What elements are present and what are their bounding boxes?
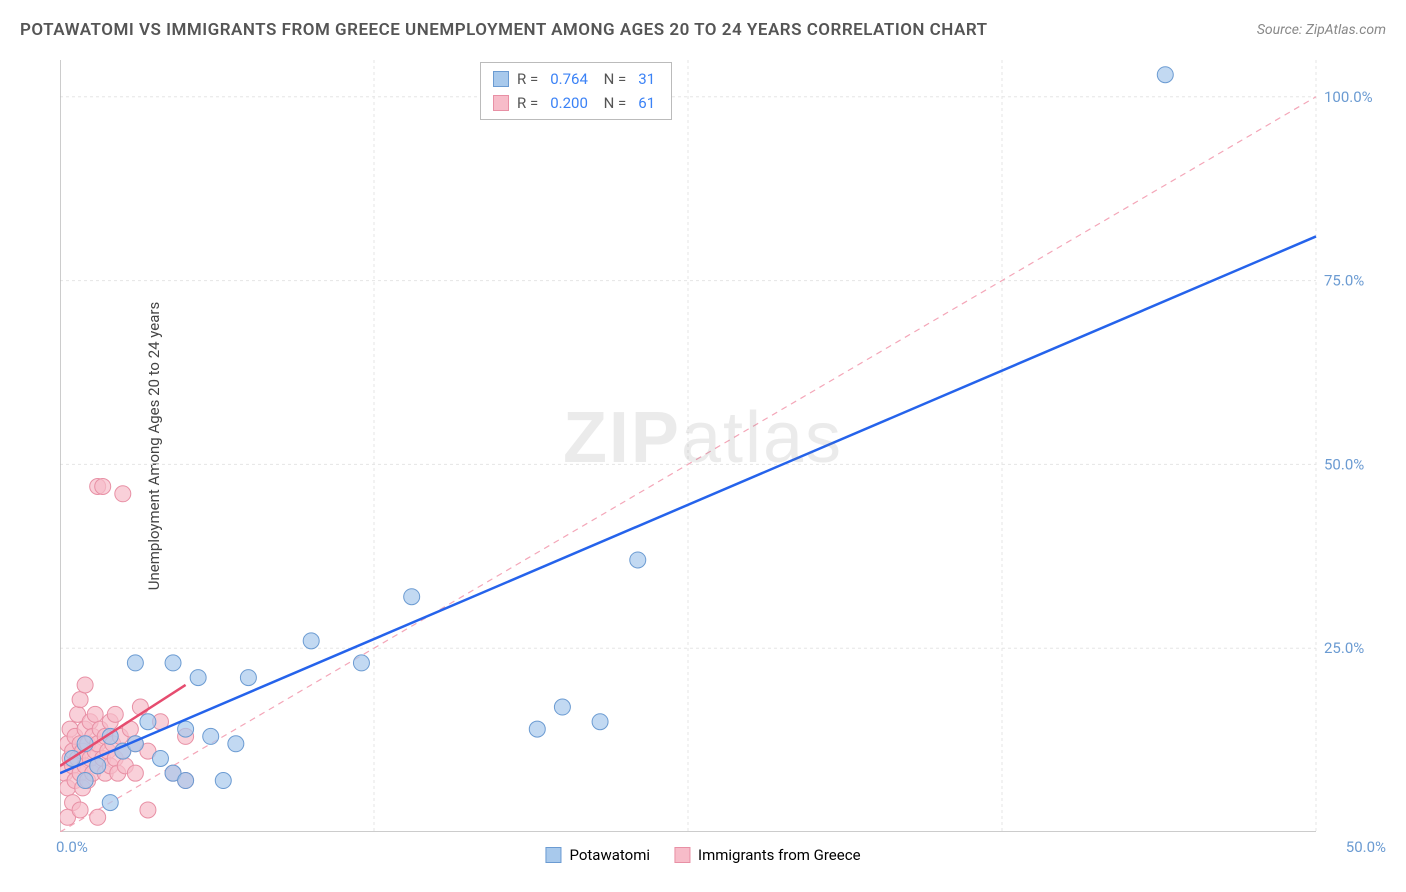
chart-title: POTAWATOMI VS IMMIGRANTS FROM GREECE UNE… bbox=[20, 20, 988, 40]
legend-label-0: Potawatomi bbox=[569, 846, 650, 864]
svg-text:75.0%: 75.0% bbox=[1324, 272, 1364, 290]
legend-swatch-1 bbox=[493, 95, 509, 111]
legend-r-1: 0.200 bbox=[550, 91, 588, 115]
legend-row-series-1: R = 0.200 N = 61 bbox=[493, 91, 659, 115]
legend-item-1: Immigrants from Greece bbox=[674, 846, 861, 864]
source-label: Source: ZipAtlas.com bbox=[1257, 22, 1386, 38]
legend-swatch-0 bbox=[493, 71, 509, 87]
title-bar: POTAWATOMI VS IMMIGRANTS FROM GREECE UNE… bbox=[20, 20, 1386, 40]
legend-label-1: Immigrants from Greece bbox=[698, 846, 861, 864]
series-legend: Potawatomi Immigrants from Greece bbox=[545, 846, 860, 864]
legend-n-1: 61 bbox=[638, 91, 655, 115]
x-tick-0: 0.0% bbox=[56, 838, 88, 856]
legend-n-0: 31 bbox=[638, 67, 655, 91]
legend-r-0: 0.764 bbox=[550, 67, 588, 91]
legend-item-0: Potawatomi bbox=[545, 846, 650, 864]
legend-swatch-potawatomi bbox=[545, 847, 561, 863]
svg-text:100.0%: 100.0% bbox=[1324, 88, 1373, 106]
legend-swatch-greece bbox=[674, 847, 690, 863]
svg-text:25.0%: 25.0% bbox=[1324, 639, 1364, 657]
legend-row-series-0: R = 0.764 N = 31 bbox=[493, 67, 659, 91]
plot-area: 25.0% 50.0% 75.0% 100.0% bbox=[60, 60, 1376, 832]
x-tick-1: 50.0% bbox=[1346, 838, 1386, 856]
svg-text:50.0%: 50.0% bbox=[1324, 455, 1364, 473]
scatter-chart: 25.0% 50.0% 75.0% 100.0% bbox=[60, 60, 1376, 832]
correlation-legend: R = 0.764 N = 31 R = 0.200 N = 61 bbox=[480, 62, 672, 120]
